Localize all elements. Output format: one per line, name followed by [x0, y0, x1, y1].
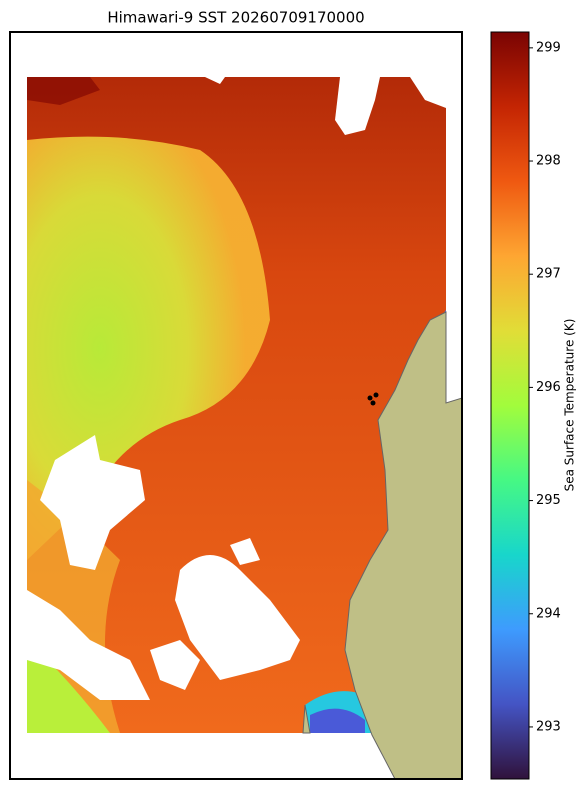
markers: [367, 392, 379, 406]
map-frame: [9, 31, 463, 780]
colorbar-tick-label: 295: [536, 493, 561, 508]
colorbar-tick-label: 296: [536, 380, 561, 395]
colorbar-tick-label: 299: [536, 40, 561, 55]
colorbar-tick-label: 297: [536, 267, 561, 282]
colorbar-tick-label: 293: [536, 719, 561, 734]
colorbar-label: Sea Surface Temperature (K): [563, 319, 577, 492]
colorbar-tick-label: 298: [536, 154, 561, 169]
colorbar: [490, 31, 530, 780]
land: [302, 704, 311, 734]
map-title: Himawari-9 SST 20260709170000: [107, 9, 364, 27]
sst-field: [27, 77, 446, 733]
colorbar-tick-label: 294: [536, 606, 561, 621]
